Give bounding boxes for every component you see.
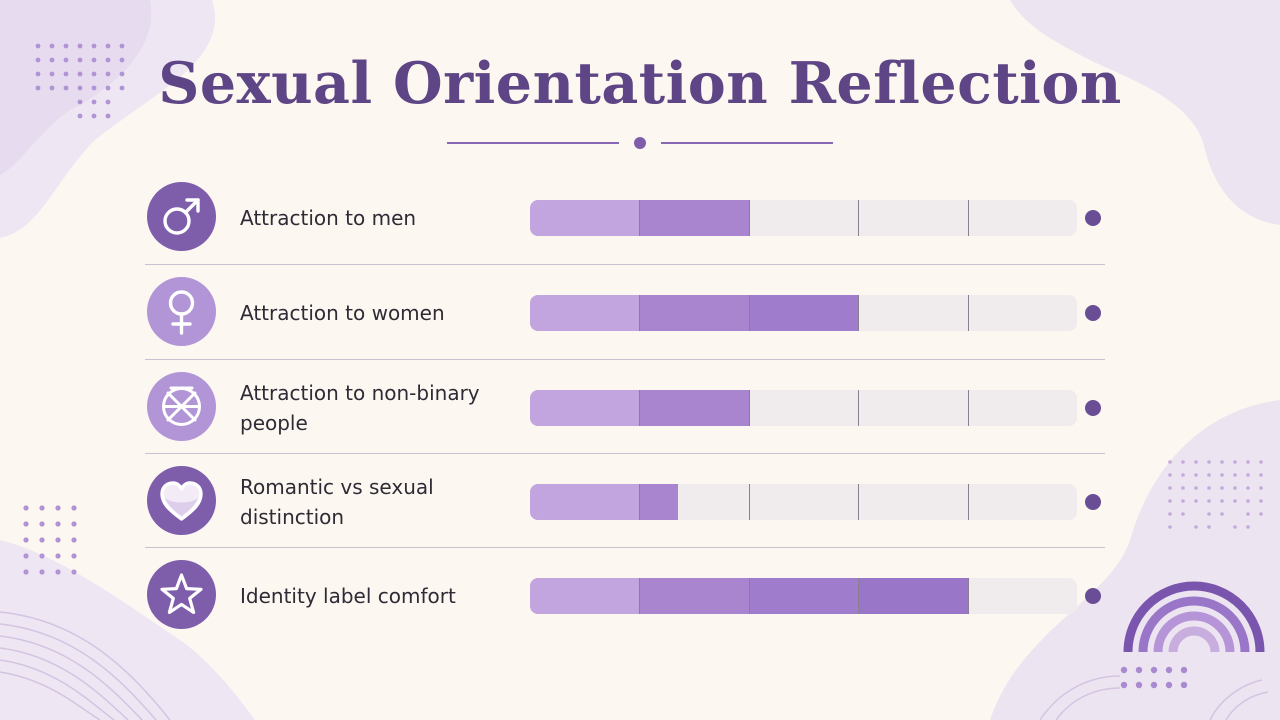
rating-bar-tick xyxy=(967,484,969,520)
rating-end-dot xyxy=(1085,305,1101,321)
rating-bar-tick xyxy=(639,390,641,426)
rating-bar xyxy=(530,200,1077,236)
title-divider xyxy=(447,137,833,149)
reflection-row-attraction-to-women: Attraction to women xyxy=(145,265,1105,360)
rating-bar-tick xyxy=(639,295,641,331)
rating-bar-tick xyxy=(858,200,860,236)
rating-bar-segment xyxy=(639,295,749,331)
reflection-row-attraction-to-non-binary-people: Attraction to non-binary people xyxy=(145,360,1105,455)
page-title: Sexual Orientation Reflection xyxy=(158,50,1122,117)
female-symbol-icon xyxy=(147,277,216,346)
non-binary-symbol-icon xyxy=(147,372,216,441)
rating-end-dot xyxy=(1085,210,1101,226)
rating-bar-segment xyxy=(530,484,640,520)
rating-bar-tick xyxy=(858,484,860,520)
rating-bar-segment xyxy=(639,390,749,426)
row-label: Identity label comfort xyxy=(240,583,456,608)
rating-bar-tick xyxy=(748,200,750,236)
rating-bar-tick xyxy=(748,484,750,520)
rating-bar-tick xyxy=(858,578,860,614)
rating-bar-segment xyxy=(748,578,859,614)
rating-bar-segment xyxy=(530,390,640,426)
rating-bar-tick xyxy=(748,295,750,331)
row-divider xyxy=(145,359,1105,360)
reflection-row-attraction-to-men: Attraction to men xyxy=(145,170,1105,265)
rating-bar-segment xyxy=(858,578,968,614)
rating-bar-segment xyxy=(639,200,749,236)
rating-bar-tick xyxy=(639,578,641,614)
heart-icon xyxy=(147,466,216,535)
rating-bar-tick xyxy=(858,390,860,426)
rating-bar-tick xyxy=(967,200,969,236)
rating-bar-segment xyxy=(639,578,749,614)
star-icon xyxy=(147,560,216,629)
rating-bar-tick xyxy=(967,578,969,614)
row-label: Attraction to men xyxy=(240,205,417,230)
rating-bar-tick xyxy=(967,390,969,426)
rating-bar xyxy=(530,390,1077,426)
reflection-row-romantic-vs-sexual-distinction: Romantic vs sexual distinction xyxy=(145,454,1105,549)
row-divider xyxy=(145,264,1105,265)
rating-bar-segment xyxy=(530,295,640,331)
rating-bar xyxy=(530,578,1077,614)
rating-bar xyxy=(530,295,1077,331)
rating-bar-tick xyxy=(858,295,860,331)
rating-bar xyxy=(530,484,1077,520)
row-label: Romantic vs sexual distinction xyxy=(240,474,434,529)
rating-bar-segment xyxy=(639,484,678,520)
rating-bar-tick xyxy=(639,200,641,236)
rating-bar-tick xyxy=(639,484,641,520)
rating-bar-tick xyxy=(748,578,750,614)
rating-end-dot xyxy=(1085,588,1101,604)
row-divider xyxy=(145,453,1105,454)
row-label: Attraction to non-binary people xyxy=(240,380,480,435)
rating-bar-segment xyxy=(530,200,640,236)
rating-bar-segment xyxy=(530,578,640,614)
rating-bar-tick xyxy=(967,295,969,331)
reflection-row-identity-label-comfort: Identity label comfort xyxy=(145,548,1105,643)
row-label: Attraction to women xyxy=(240,300,445,325)
rating-end-dot xyxy=(1085,400,1101,416)
row-divider xyxy=(145,547,1105,548)
male-symbol-icon xyxy=(147,182,216,251)
rating-end-dot xyxy=(1085,494,1101,510)
rating-bar-segment xyxy=(748,295,859,331)
rating-bar-tick xyxy=(748,390,750,426)
